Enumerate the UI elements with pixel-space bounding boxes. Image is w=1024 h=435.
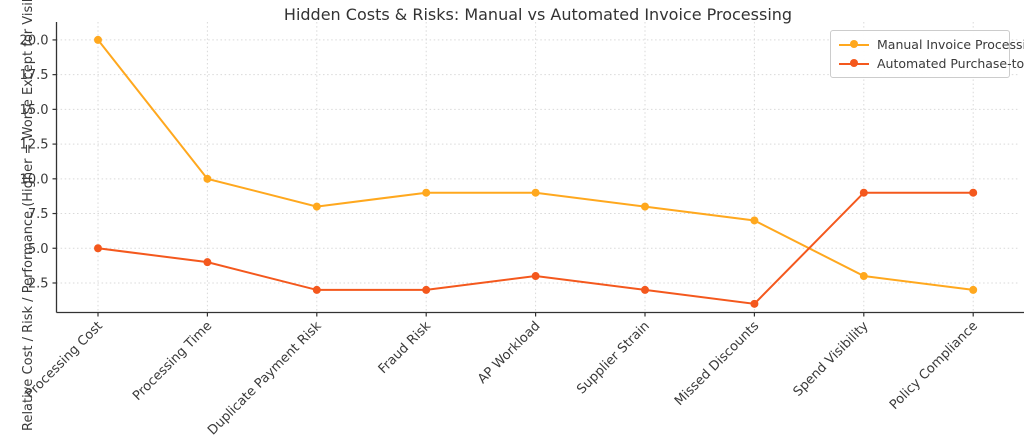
x-tick-label: Fraud Risk — [376, 318, 435, 377]
data-point-marker[interactable] — [531, 272, 540, 281]
chart-title: Hidden Costs & Risks: Manual vs Automate… — [283, 5, 793, 24]
data-point-marker[interactable] — [750, 299, 759, 308]
manual-series-swatch-icon — [839, 40, 869, 49]
x-tick-label: Missed Discounts — [672, 319, 762, 409]
y-tick-label: 15.0 — [20, 103, 49, 118]
data-point-marker[interactable] — [859, 188, 868, 197]
data-point-marker[interactable] — [422, 188, 431, 197]
y-tick-label: 2.5 — [28, 276, 49, 291]
x-tick-label: Policy Compliance — [887, 319, 981, 413]
x-tick-label: Processing Cost — [23, 319, 106, 402]
data-point-marker[interactable] — [94, 35, 102, 44]
automated-series-swatch-icon — [839, 59, 869, 68]
data-point-marker[interactable] — [750, 216, 759, 225]
x-tick-label: Processing Time — [130, 319, 215, 404]
y-tick-label: 12.5 — [20, 138, 49, 153]
y-tick-label: 17.5 — [20, 68, 49, 83]
legend-item-manual[interactable]: Manual Invoice Processing — [839, 37, 1024, 52]
data-point-marker[interactable] — [312, 285, 321, 294]
data-point-marker[interactable] — [422, 285, 431, 294]
data-point-marker[interactable] — [312, 202, 321, 211]
y-tick-label: 7.5 — [28, 207, 49, 222]
legend: Manual Invoice Processing Automated Purc… — [830, 30, 1024, 78]
data-point-marker[interactable] — [203, 174, 212, 183]
data-point-marker[interactable] — [531, 188, 540, 197]
x-tick-label: AP Workload — [475, 319, 543, 387]
data-point-marker[interactable] — [641, 285, 649, 294]
data-point-marker[interactable] — [641, 202, 649, 211]
data-point-marker[interactable] — [94, 244, 102, 253]
data-point-marker[interactable] — [859, 272, 868, 281]
legend-label: Manual Invoice Processing — [877, 37, 1024, 52]
legend-item-automated[interactable]: Automated Purchase-to-Pay — [839, 56, 1024, 71]
y-tick-label: 10.0 — [20, 172, 49, 187]
data-point-marker[interactable] — [969, 285, 978, 294]
y-tick-label: 20.0 — [20, 33, 49, 48]
data-point-marker[interactable] — [203, 258, 212, 267]
x-tick-label: Supplier Strain — [574, 319, 653, 398]
y-tick-label: 5.0 — [28, 242, 49, 257]
data-point-marker[interactable] — [969, 188, 978, 197]
x-tick-label: Duplicate Payment Risk — [205, 318, 325, 435]
legend-label: Automated Purchase-to-Pay — [877, 56, 1024, 71]
x-tick-label: Spend Visibility — [791, 319, 872, 400]
